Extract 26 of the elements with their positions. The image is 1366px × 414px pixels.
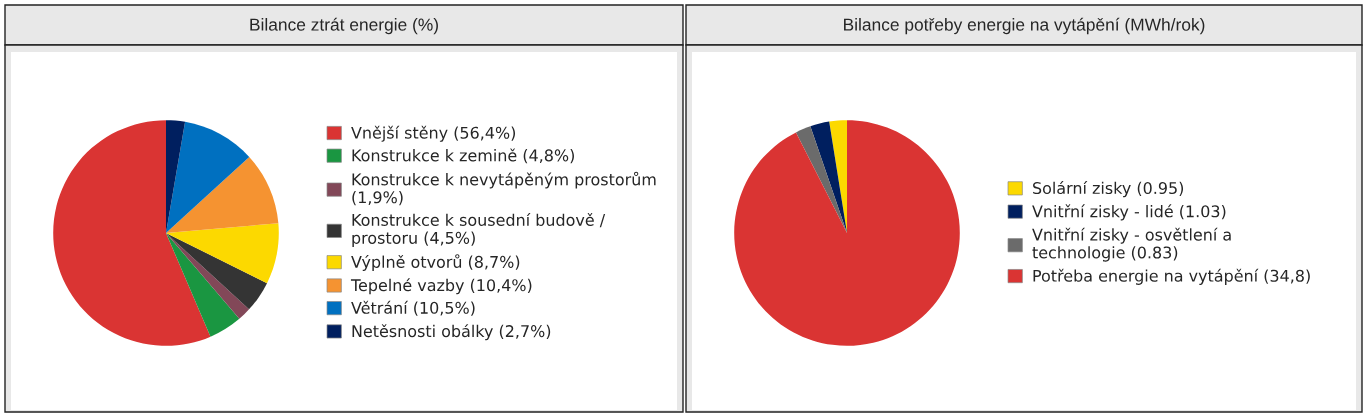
- pie-slice: [795, 126, 847, 233]
- pie-slice: [53, 120, 211, 346]
- pie-slice: [166, 233, 268, 310]
- pie-slice: [166, 121, 250, 233]
- legend-label: Potřeba energie na vytápění (34,8): [1033, 268, 1310, 285]
- pie-slice: [166, 233, 240, 337]
- pie-slice: [166, 233, 250, 319]
- chart-title: Bilance potřeby energie na vytápění (MWh/rok): [844, 17, 1205, 35]
- legend-label: Tepelné vazby (10,4%): [350, 278, 532, 295]
- pie-slice: [810, 121, 847, 233]
- pie-slice: [829, 120, 847, 233]
- legend-label: Konstrukce k nevytápěným prostorům (1,9%): [352, 171, 656, 206]
- legend-label: Solární zisky (0.95): [1033, 181, 1184, 198]
- legend-label: Vnitřní zisky - osvětlení a technologie (0.83): [1032, 227, 1231, 262]
- legend-label: Vnitřní zisky - lidé (1.03): [1032, 204, 1226, 221]
- legend-label: Vnější stěny (56,4%): [351, 125, 516, 142]
- legend-label: Konstrukce k sousední budově / prostoru (4,5%): [352, 212, 606, 247]
- pie-slice: [166, 120, 186, 233]
- legend-label: Větrání (10,5%): [351, 300, 475, 316]
- chart-title: Bilance ztrát energie (%): [250, 17, 438, 35]
- legend-label: Netěsnosti obálky (2,7%): [352, 324, 551, 341]
- pie-slice: [166, 156, 279, 233]
- legend-label: Konstrukce k zemině (4,8%): [352, 148, 574, 164]
- pie-slice: [734, 120, 960, 346]
- legend-label: Výplně otvorů (8,7%): [351, 254, 520, 272]
- pie-slice: [166, 223, 279, 284]
